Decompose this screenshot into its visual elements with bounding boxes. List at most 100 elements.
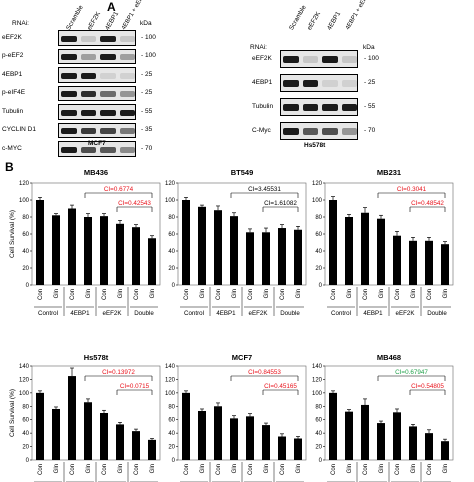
y-axis-label: Cell Survival (%) <box>9 389 16 437</box>
y-tick-label: 100 <box>312 198 323 204</box>
y-tick-label: 60 <box>315 418 322 424</box>
bar <box>230 418 238 460</box>
y-tick-label: 140 <box>312 364 323 370</box>
blot-band <box>341 56 357 64</box>
bar <box>345 411 353 460</box>
blot-band <box>341 80 357 88</box>
bar-label: Gln <box>232 289 238 298</box>
bar-label: Con <box>248 464 254 475</box>
bar <box>278 228 286 285</box>
group-label: 4EBP1 <box>363 310 383 317</box>
bar <box>182 392 190 460</box>
bar <box>230 216 238 285</box>
bar <box>116 223 124 285</box>
mw-marker: - 100 <box>141 52 156 60</box>
chart-title: Hs578t <box>84 353 109 362</box>
blot-band <box>100 128 116 135</box>
ci-label: CI=1.61082 <box>264 200 297 207</box>
bar <box>393 412 401 460</box>
blot-band <box>119 146 135 153</box>
group-label: Control <box>38 310 58 317</box>
bar-label: Con <box>248 289 254 300</box>
blot-band <box>61 35 77 42</box>
blot-band <box>322 56 338 64</box>
ci-label: CI=0.84553 <box>248 369 281 376</box>
mw-marker: - 55 <box>364 103 376 110</box>
bar <box>214 406 222 460</box>
bar <box>329 392 337 460</box>
blot-row-label: 4EBP1 <box>252 79 273 86</box>
bar-label: Gln <box>200 289 206 298</box>
ci-label: CI=3.45531 <box>248 186 281 193</box>
bar <box>246 416 254 460</box>
bar-label: Con <box>134 289 140 300</box>
y-tick-label: 0 <box>172 283 176 289</box>
blot-band <box>61 91 77 98</box>
blot-row <box>58 141 136 157</box>
y-tick-label: 80 <box>22 404 29 410</box>
bar-label: Gln <box>86 464 92 473</box>
chart-title: MB468 <box>377 353 401 362</box>
blot-row-label: CYCLIN D1 <box>2 126 36 134</box>
group-label: 4EBP1 <box>70 310 90 317</box>
bar <box>52 215 60 285</box>
blot-band <box>100 146 116 153</box>
blot-band <box>302 80 318 88</box>
mw-marker: - 55 <box>141 107 153 115</box>
blot-band <box>61 146 77 153</box>
chart-hs578t: Hs578t 0 20 40 60 80 100 120 140 Cell Survival (%… <box>9 353 161 482</box>
y-tick-label: 20 <box>22 445 29 451</box>
bar <box>425 240 433 285</box>
group-label: Control <box>331 310 351 317</box>
bar-label: Gln <box>54 289 60 298</box>
bar <box>393 235 401 285</box>
panel-b-letter: B <box>5 160 14 174</box>
rnai-label: RNAi: <box>250 44 267 51</box>
bar <box>377 423 385 460</box>
chart-mb436: MB436 0 20 40 60 80 100 120 Cell Survival (%) Con… <box>9 168 161 317</box>
bar <box>425 433 433 460</box>
y-tick-label: 60 <box>168 418 175 424</box>
y-tick-label: 40 <box>315 249 322 255</box>
y-tick-label: 140 <box>19 364 30 370</box>
plot-frame <box>31 365 161 461</box>
group-label: eEF2K <box>103 310 123 317</box>
y-tick-label: 40 <box>168 431 175 437</box>
kda-label: kDa <box>363 44 375 51</box>
blot-row <box>58 122 136 138</box>
y-tick-label: 20 <box>315 266 322 272</box>
mw-marker: - 25 <box>141 70 153 78</box>
bar-label: Con <box>363 289 369 300</box>
bar-label: Con <box>38 464 44 475</box>
mw-marker: - 100 <box>141 33 156 41</box>
bar-label: Con <box>102 464 108 475</box>
blot-band <box>283 104 299 112</box>
plot-frame <box>177 365 307 461</box>
blot-band <box>341 104 357 112</box>
bar <box>361 212 369 285</box>
bar <box>278 436 286 460</box>
y-tick-label: 100 <box>19 391 30 397</box>
bar-label: Gln <box>347 464 353 473</box>
blot-band <box>302 128 318 136</box>
bar <box>294 229 302 285</box>
bar-label: Con <box>216 289 222 300</box>
blot-band <box>322 104 338 112</box>
blot-row <box>58 48 136 64</box>
y-tick-label: 40 <box>22 249 29 255</box>
blot-row-label: c-MYC <box>2 144 22 152</box>
blot-row-label: Tubulin <box>252 103 274 110</box>
blot-row <box>58 30 136 46</box>
bar-label: Gln <box>150 289 156 298</box>
plot-frame <box>324 365 454 461</box>
bar-label: Gln <box>150 464 156 473</box>
chart-mcf7: MCF7 0 20 40 60 80 100 120 140 Con Gln Con Gln Con Gln… <box>165 353 307 482</box>
bar-label: Gln <box>86 289 92 298</box>
blot-band <box>61 109 77 116</box>
y-tick-label: 120 <box>19 377 30 383</box>
blot-hs578t: Scramble eEF2K 4EBP1 4EBP1 + eEF2K RNAi: kDa e… <box>240 0 474 150</box>
bar <box>198 410 206 460</box>
chart-title: MB231 <box>377 168 401 177</box>
blot-mcf7: Scramble eEF2K 4EBP1 4EBP1 + eEF2K RNAi: kDa e… <box>0 0 240 157</box>
bar <box>246 232 254 285</box>
